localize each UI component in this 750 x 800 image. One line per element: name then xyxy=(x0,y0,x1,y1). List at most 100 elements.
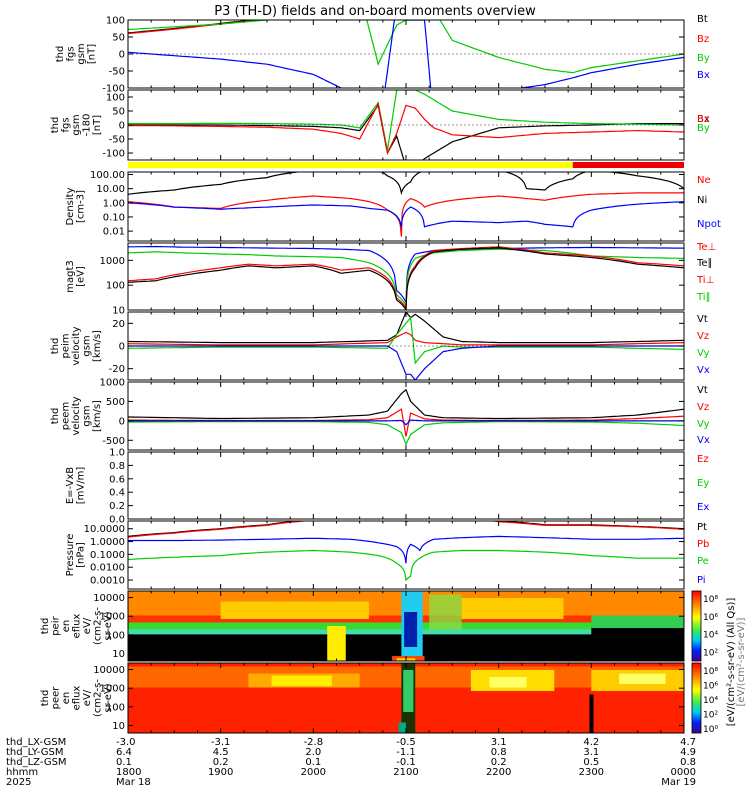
series-vt xyxy=(128,312,684,344)
y-axis-label: thd fgs gsm [nT] xyxy=(55,43,98,64)
legend-vt: Vt xyxy=(697,314,708,325)
y-tick-label: 1.0 xyxy=(109,448,125,459)
y-tick-label: 100.00 xyxy=(90,170,125,181)
series-vy xyxy=(128,316,684,365)
band xyxy=(220,601,369,619)
colorbar-title-ion: [eV/(cm²-s-sr-eV) (All Qs)] xyxy=(726,598,737,727)
y-tick-label: -100 xyxy=(102,84,125,95)
legend-te-: Te∥ xyxy=(696,258,713,269)
x-tick-hhmm: 0000 xyxy=(671,767,696,778)
y-tick-label: 100 xyxy=(106,16,125,27)
legend-vz: Vz xyxy=(697,331,709,342)
y-tick-label: 100 xyxy=(106,281,125,292)
colorbar-label: 10⁶ xyxy=(703,682,718,692)
y-axis-label-line: [km/s] xyxy=(92,330,103,362)
colorbar-label: 10⁸ xyxy=(703,595,718,605)
colorbar xyxy=(691,662,702,734)
legend-pb: Pb xyxy=(697,539,709,550)
y-tick-label: 500 xyxy=(106,397,125,408)
series-bz xyxy=(128,102,684,156)
x-tick-ly: 4.9 xyxy=(680,747,696,758)
series-bt xyxy=(128,20,258,34)
y-axis-label: thd peir en eflux eV/(cm2-s-sr-eV) xyxy=(40,607,114,645)
mode-bar xyxy=(128,162,684,168)
y-axis-label-line: fgs xyxy=(61,117,72,132)
band xyxy=(271,675,332,687)
y-axis-label-line: eflux xyxy=(72,614,83,639)
x-tick-ly: -1.1 xyxy=(396,747,416,758)
y-axis-label-line: [nPa] xyxy=(76,542,87,568)
colorbar-label: 10⁴ xyxy=(703,631,718,641)
y-axis-label-line: peim xyxy=(61,333,72,358)
y-axis-label-line: -180 xyxy=(82,114,93,137)
series-npot xyxy=(128,201,684,228)
y-axis-label-line: magt3 xyxy=(65,260,76,293)
x-tick-ly: 4.5 xyxy=(213,747,229,758)
x-tick-hhmm: 2300 xyxy=(579,767,604,778)
title-bar: P3 (TH-D) fields and on-board moments ov… xyxy=(0,0,750,20)
x-tick-hhmm: 1800 xyxy=(116,767,141,778)
y-axis-label-line: thd xyxy=(50,117,61,134)
legend-vx: Vx xyxy=(697,365,710,376)
x-tick-lx: -3.0 xyxy=(116,737,136,748)
panel-1: 100 50 0 -50 -100 Bt Bz By Bx thd fgs gsm [nT] xyxy=(55,14,710,95)
y-axis-label-line: thd xyxy=(50,338,61,355)
y-axis-label-line: thd xyxy=(40,690,51,707)
panel-6: 1000 500 0 -500 Vt Vz Vy Vx thd peem velocity gsm [k… xyxy=(50,378,710,451)
x-tick-lx: 4.2 xyxy=(583,737,599,748)
series-bx xyxy=(128,103,684,160)
panel-8: 10.0000 1.0000 0.1000 0.0100 0.0010 Pt Pb Pe Pi P… xyxy=(65,520,709,590)
y-axis-label-line: [nT] xyxy=(87,44,98,64)
y-axis-label-line: (cm2-s- xyxy=(93,679,104,717)
legend-vy: Vy xyxy=(697,419,710,430)
x-tick-ly: 6.4 xyxy=(116,747,132,758)
y-tick-label: 1000 xyxy=(100,256,125,267)
y-tick-label: -100 xyxy=(102,149,125,160)
y-tick-label: 0.0010 xyxy=(90,576,125,587)
y-axis-label-line: en xyxy=(61,692,72,705)
mode-bar-segment xyxy=(128,162,573,168)
band xyxy=(489,677,527,688)
panel-7: 1.0 0.8 0.6 0.4 0.2 0.0 Ez Ey Ex E=-VxB [mV/m] xyxy=(65,448,709,526)
y-axis-label-line: gsm xyxy=(82,405,93,426)
y-axis-label: thd fgs gsm -180 [nT] xyxy=(50,114,103,137)
series-vy xyxy=(128,420,684,446)
colorbar xyxy=(691,590,702,662)
panel-4-traces xyxy=(128,245,684,310)
x-tick-lz: -0.1 xyxy=(396,757,416,768)
y-axis-label-line: peer xyxy=(51,686,62,710)
band xyxy=(327,626,346,661)
series-vx xyxy=(128,345,684,380)
series-by xyxy=(128,20,684,74)
y-axis-label-line: [cm-3] xyxy=(76,190,87,223)
panel-3: 100.00 10.00 1.00 0.10 0.01 Ne Ni Npot Density [c… xyxy=(65,170,721,242)
x-tick-lx: -0.5 xyxy=(396,737,416,748)
panel-8-traces xyxy=(128,521,684,582)
y-axis-label-line: eV/ xyxy=(82,689,93,706)
x-tick-lx: 4.7 xyxy=(680,737,696,748)
band xyxy=(591,615,684,629)
x-tick-lz: 0.8 xyxy=(680,757,696,768)
y-tick-label: 0.1000 xyxy=(90,550,125,561)
y-axis-label: Density [cm-3] xyxy=(65,187,87,225)
y-tick-label: 10 xyxy=(112,721,125,732)
legend-pe: Pe xyxy=(697,556,709,567)
legend-by: By xyxy=(697,53,710,64)
colorbar-label: 10⁴ xyxy=(703,696,718,706)
mode-bar-segment xyxy=(572,162,684,168)
y-axis-label: E=-VxB [mV/m] xyxy=(65,467,87,505)
series-ni xyxy=(128,172,684,196)
x-axis-row-label: thd_LY-GSM xyxy=(6,747,63,758)
colorbar-title-electron: [eV/(cm²-s-sr-eV)] xyxy=(736,617,747,706)
legend-ez: Ez xyxy=(697,454,709,465)
series-te-par xyxy=(128,247,684,310)
x-tick-hhmm: 2200 xyxy=(486,767,511,778)
series-bx xyxy=(128,20,684,88)
y-axis-label-line: thd xyxy=(40,618,51,635)
panel-frame xyxy=(127,451,685,520)
legend-ey: Ey xyxy=(697,478,709,489)
panel-10: 10000 1000 100 10 10⁸ 10⁶ 10⁴ 10² 10⁰ thd peer en ef… xyxy=(40,662,718,735)
colorbar-label: 10² xyxy=(703,711,718,721)
y-tick-label: -500 xyxy=(102,436,125,447)
panel-1-traces xyxy=(128,20,684,88)
